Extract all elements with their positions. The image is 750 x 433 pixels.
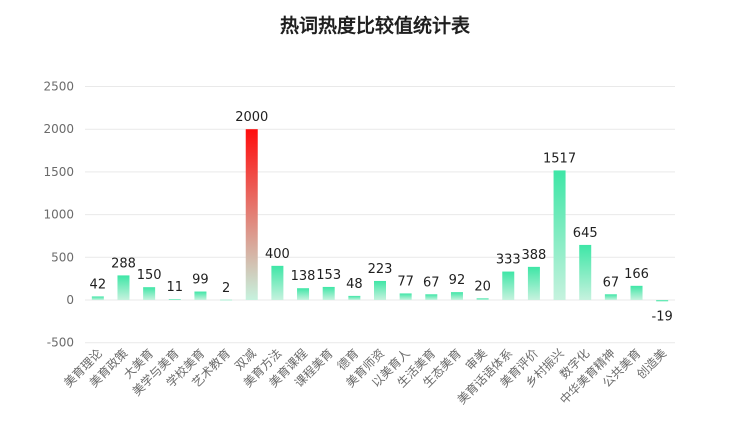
value-label-11: 48 [346,277,363,292]
bar-1 [91,296,104,300]
bar-12 [374,280,386,300]
bar-14 [425,294,438,300]
bar-2 [117,275,130,300]
value-label-16: 20 [474,279,491,294]
y-tick-label: 1500 [43,165,74,179]
value-label-18: 388 [521,248,546,263]
value-label-17: 333 [496,253,521,268]
value-label-4: 11 [167,280,184,295]
value-label-2: 288 [111,256,136,271]
value-label-12: 223 [368,262,393,277]
grid [85,86,675,344]
bar-21 [604,294,617,300]
bar-22 [630,285,643,300]
value-label-1: 42 [90,277,107,292]
y-tick-label: 2000 [43,122,74,136]
category-label-23: 创造美 [634,346,669,381]
y-tick-label: 500 [51,250,74,264]
value-label-5: 99 [192,273,209,288]
bar-13 [399,293,412,300]
bar-9 [297,288,310,300]
y-tick-label: 2500 [43,80,74,94]
bar-5 [194,291,207,300]
value-label-21: 67 [603,275,620,290]
bar-16 [476,298,489,300]
bar-20 [579,244,592,300]
bar-19 [553,170,566,300]
chart-title: 热词热度比较值统计表 [279,15,470,37]
value-label-7: 2000 [235,110,268,125]
value-label-20: 645 [573,226,598,241]
bars [91,129,669,302]
x-axis: 美育理论美育政策大美育美学与美育学校美育艺术教育双减美育方法美育课程课程美育德育… [60,346,669,408]
value-label-3: 150 [137,268,162,283]
bar-4 [168,299,181,300]
bar-3 [143,287,156,300]
value-label-10: 153 [316,268,341,283]
value-label-15: 92 [449,273,466,288]
y-tick-label: 0 [66,293,74,307]
value-label-9: 138 [291,269,316,284]
bar-23 [656,300,669,302]
bar-15 [450,292,463,300]
bar-7 [245,129,258,300]
value-label-19: 1517 [543,151,576,166]
value-label-22: 166 [624,267,649,282]
y-tick-label: 1000 [43,208,74,222]
value-label-6: 2 [222,281,230,296]
value-label-14: 67 [423,275,440,290]
bar-6 [220,299,233,301]
bar-8 [271,265,284,300]
value-label-13: 77 [397,274,414,289]
bar-17 [502,271,515,300]
bar-11 [348,295,361,300]
y-tick-label: -500 [47,336,74,350]
y-axis: -500 0 500 1000 1500 2000 2500 [43,80,74,350]
value-label-23: -19 [652,310,673,325]
bar-18 [527,266,540,300]
bar-10 [322,286,335,300]
value-label-8: 400 [265,247,290,262]
